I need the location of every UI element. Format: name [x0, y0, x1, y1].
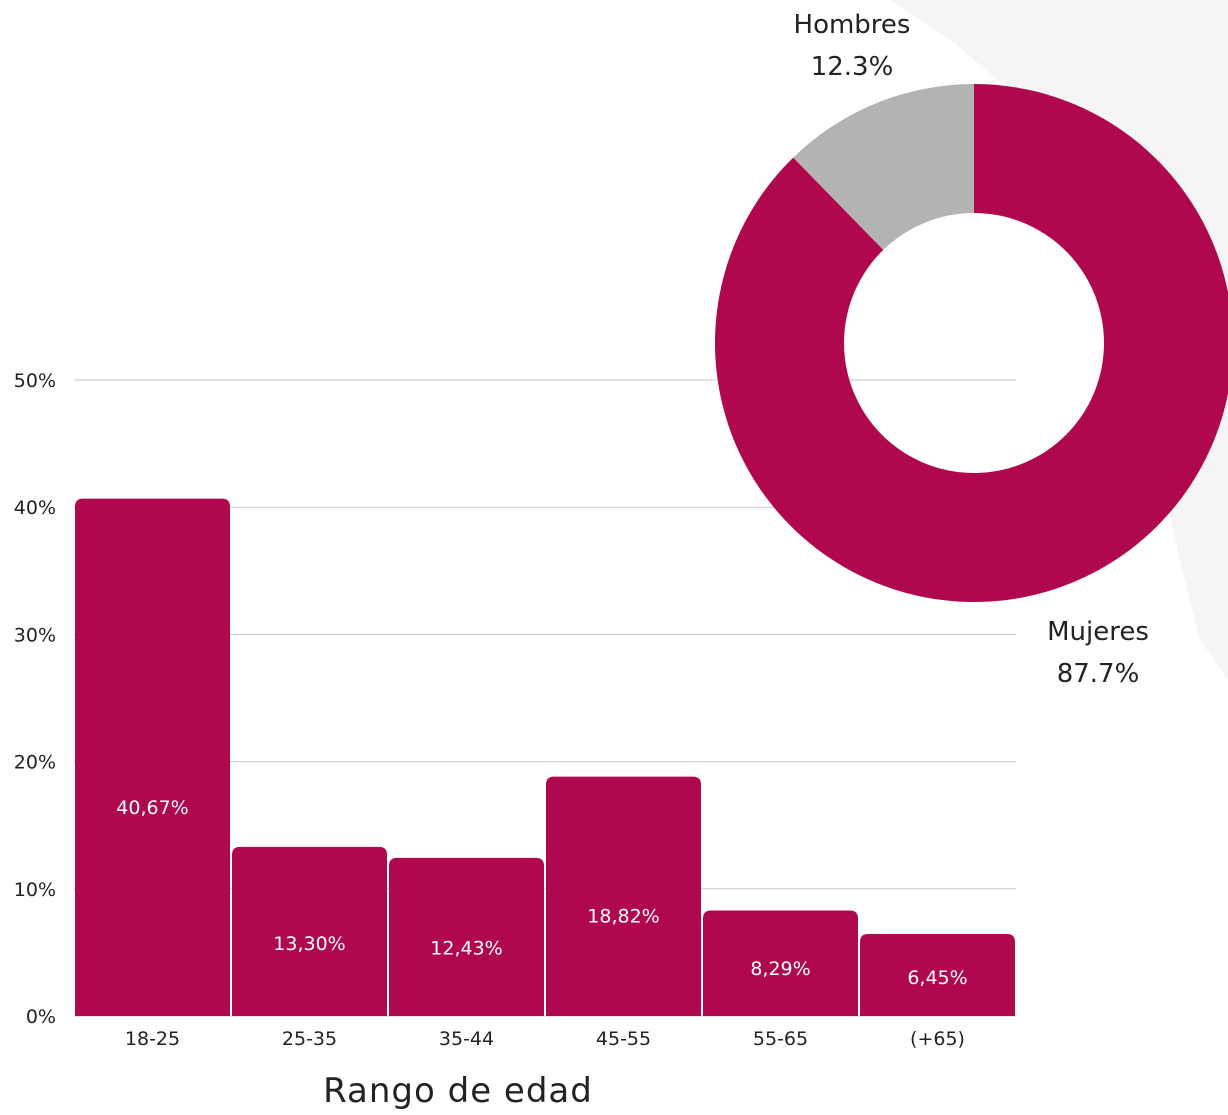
y-tick-label: 30%: [14, 624, 56, 646]
y-tick-label: 20%: [14, 752, 56, 774]
donut-slice-mujeres: [715, 84, 1228, 602]
bar-value-label: 40,67%: [116, 797, 188, 819]
bar-(+65): [860, 933, 1015, 1016]
bar-25-35: [232, 846, 387, 1016]
bar-value-label: 8,29%: [750, 958, 810, 980]
donut-labels: Hombres 12.3% Mujeres 87.7%: [794, 10, 1149, 689]
x-category-label: 55-65: [753, 1028, 808, 1050]
x-category-label: 45-55: [596, 1028, 651, 1050]
y-tick-label: 0%: [26, 1006, 56, 1028]
slice-label-mujeres-name: Mujeres: [1047, 617, 1149, 647]
slice-label-mujeres-value: 87.7%: [1057, 659, 1140, 689]
x-axis-title: Rango de edad: [323, 1071, 593, 1111]
x-axis-categories: 18-25 25-35 35-44 45-55 55-65 (+65): [125, 1028, 965, 1050]
bar-value-label: 6,45%: [907, 967, 967, 989]
y-tick-label: 10%: [14, 879, 56, 901]
x-category-label: 25-35: [282, 1028, 337, 1050]
bars: [75, 498, 1015, 1016]
y-tick-label: 40%: [14, 497, 56, 519]
bar-35-44: [389, 857, 544, 1016]
y-tick-label: 50%: [14, 370, 56, 392]
slice-label-hombres-value: 12.3%: [811, 52, 894, 82]
donut-slice-hombres: [793, 84, 974, 250]
bar-45-55: [546, 776, 701, 1016]
x-category-label: 18-25: [125, 1028, 180, 1050]
bar-55-65: [703, 910, 858, 1016]
slice-label-hombres-name: Hombres: [794, 10, 911, 40]
donut-slices: [715, 84, 1228, 602]
bar-18-25: [75, 498, 230, 1016]
y-axis-ticks: 0% 10% 20% 30% 40% 50%: [14, 370, 56, 1028]
bar-value-label: 12,43%: [430, 937, 502, 959]
x-category-label: (+65): [910, 1028, 965, 1050]
bar-value-labels: 40,67% 13,30% 12,43% 18,82% 8,29% 6,45%: [116, 797, 967, 989]
x-category-label: 35-44: [439, 1028, 494, 1050]
bar-value-label: 18,82%: [587, 906, 659, 928]
bar-value-label: 13,30%: [273, 933, 345, 955]
